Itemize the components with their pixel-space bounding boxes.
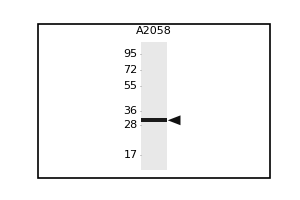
Text: 17: 17 [123, 150, 137, 160]
Text: 55: 55 [124, 81, 137, 91]
Text: 28: 28 [123, 120, 137, 130]
Bar [141, 118, 167, 122]
Text: 72: 72 [123, 65, 137, 75]
Text: 95: 95 [123, 49, 137, 59]
Bar [141, 42, 167, 170]
Text: 36: 36 [124, 106, 137, 116]
Polygon shape [168, 115, 181, 125]
Text: A2058: A2058 [136, 26, 172, 36]
